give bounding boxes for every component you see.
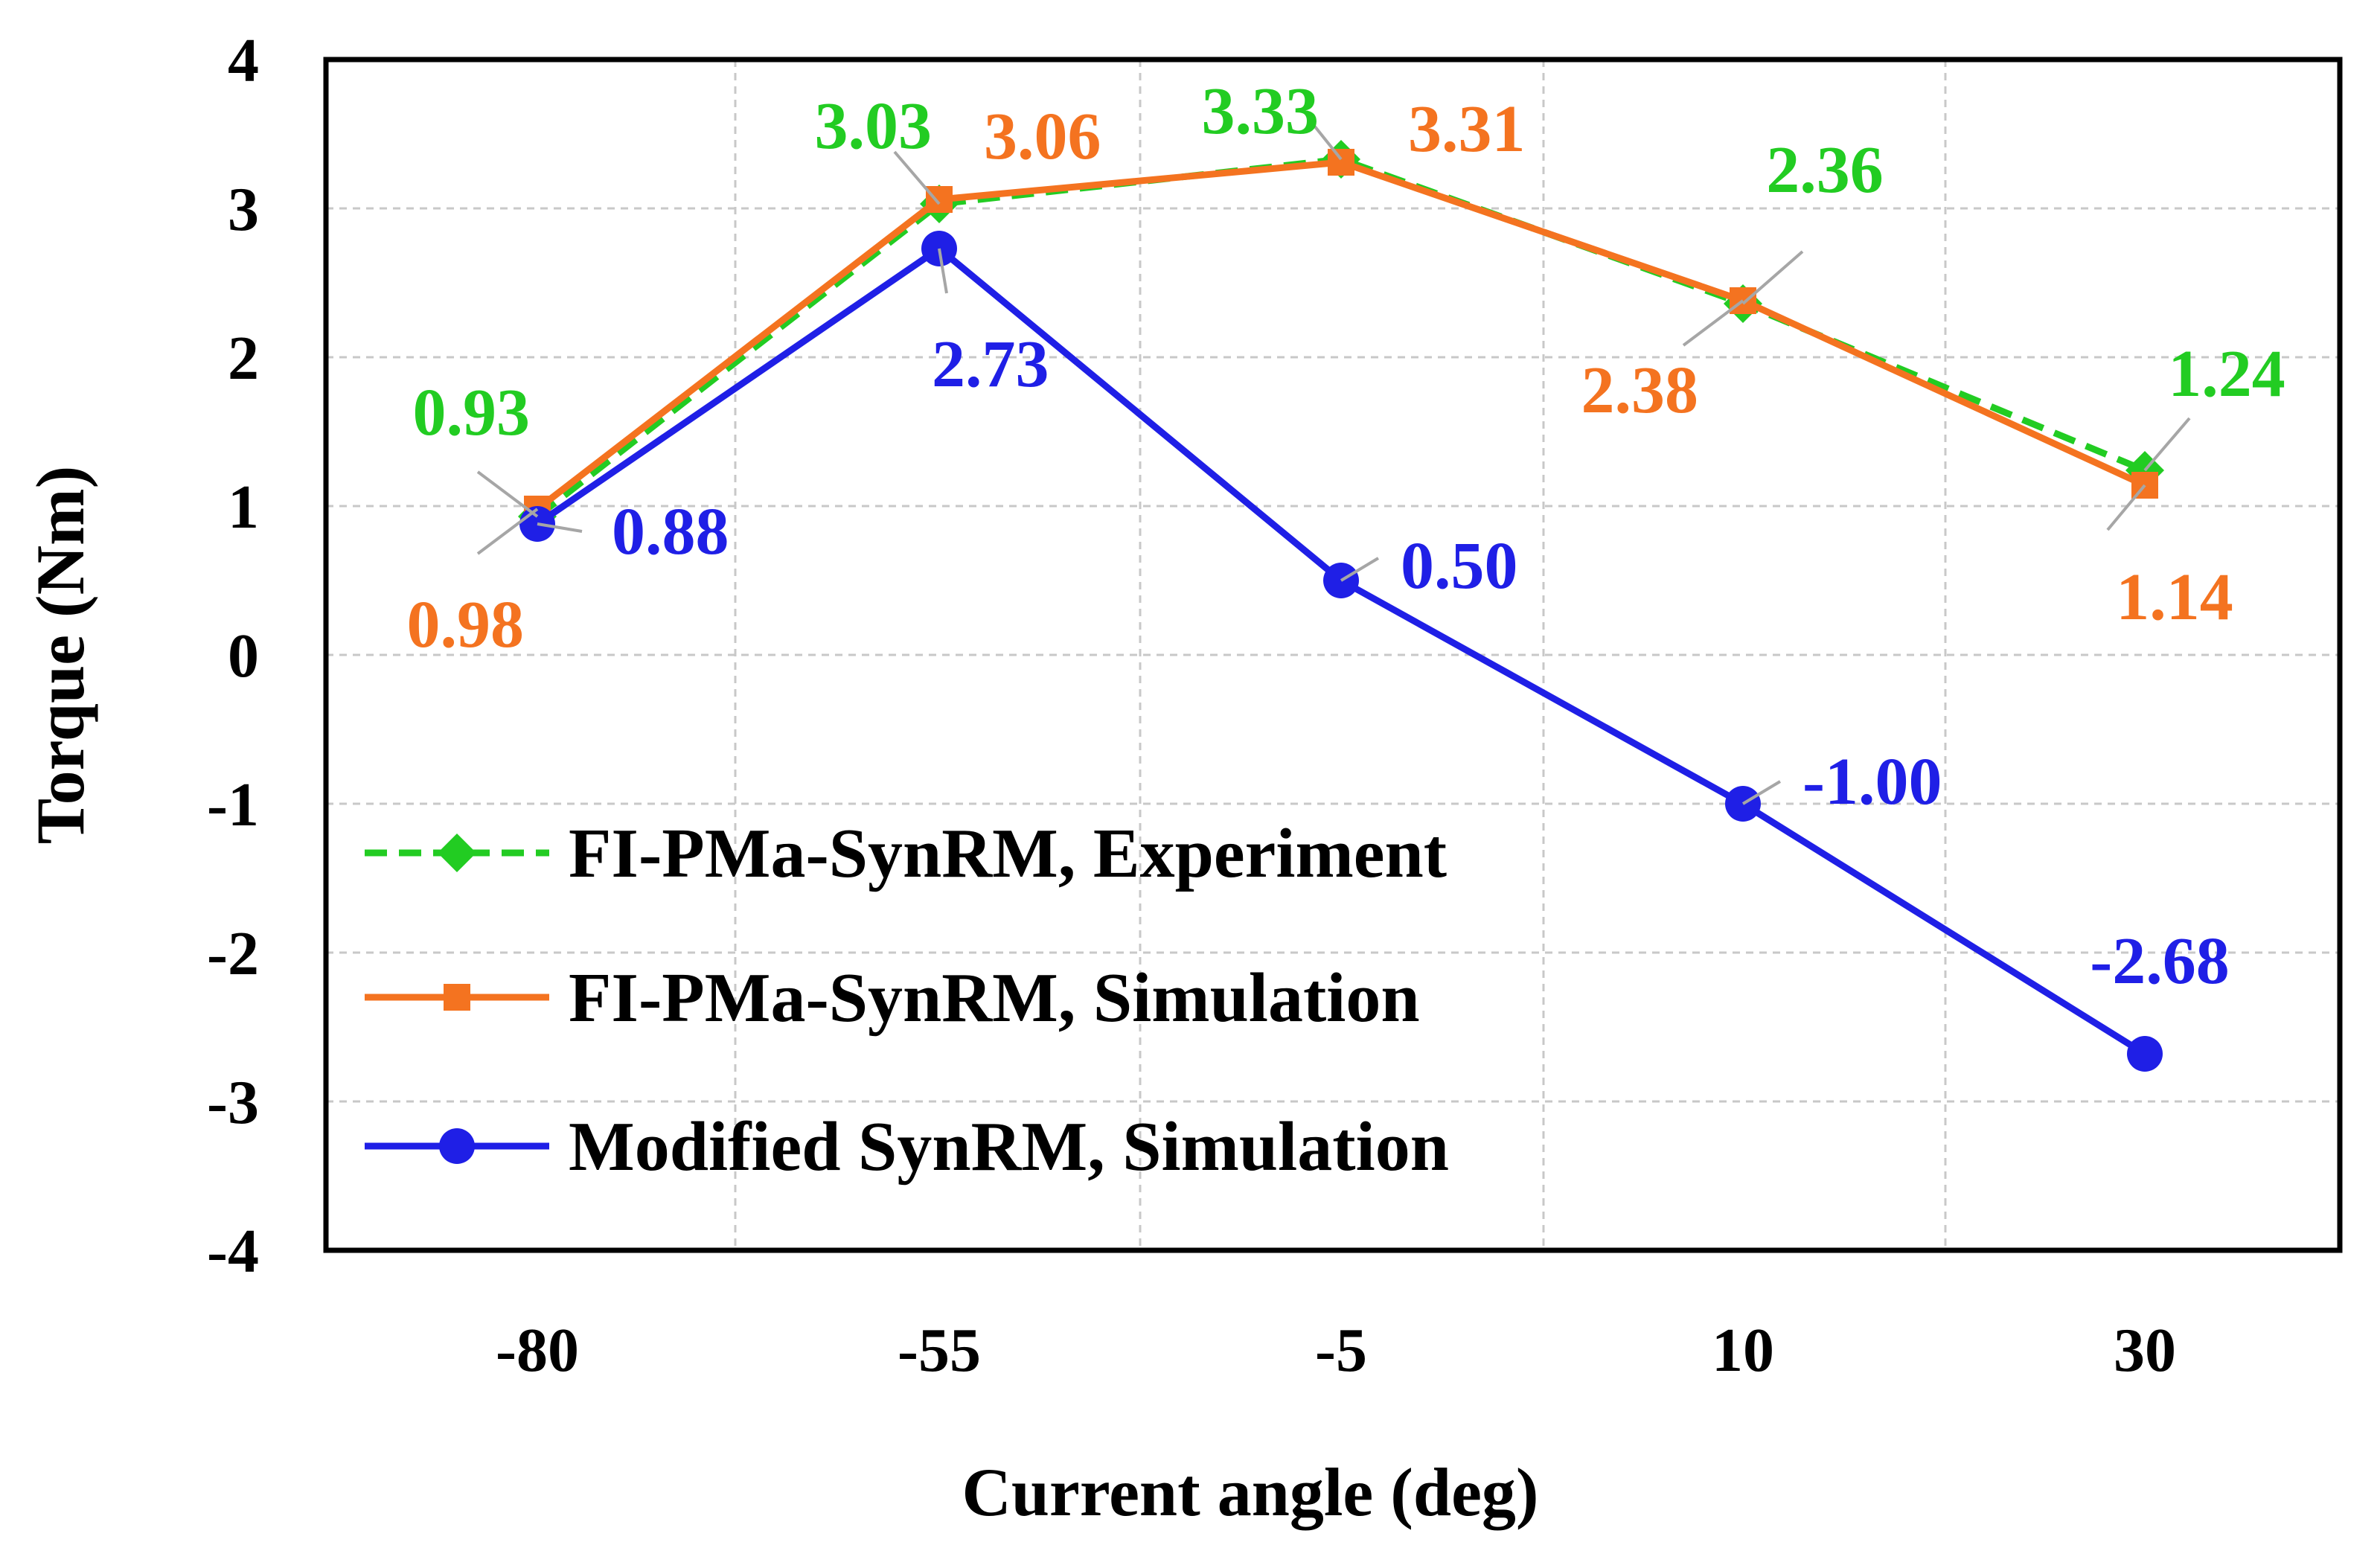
label-leader-line <box>476 508 539 555</box>
y-tick-label: 4 <box>228 26 259 95</box>
data-label-leaders <box>476 121 2191 805</box>
data-label: 2.73 <box>932 327 1049 401</box>
label-leader-line <box>1310 121 1343 161</box>
legend-label: FI-PMa-SynRM, Experiment <box>569 815 1447 892</box>
x-tick-label: -55 <box>898 1316 981 1385</box>
legend-entry: FI-PMa-SynRM, Experiment <box>365 815 1447 892</box>
data-point-marker <box>1328 149 1354 176</box>
data-label: 0.98 <box>407 588 525 662</box>
x-axis-tick-labels: -80 -55 -5 10 30 <box>496 1316 2176 1385</box>
data-label: 0.93 <box>413 376 531 450</box>
legend-label: Modified SynRM, Simulation <box>569 1108 1449 1186</box>
data-label: 0.88 <box>612 495 729 569</box>
legend-marker <box>438 834 476 872</box>
data-label: 2.36 <box>1766 133 1884 207</box>
legend: FI-PMa-SynRM, Experiment FI-PMa-SynRM, Si… <box>365 815 1449 1186</box>
data-label: 3.03 <box>815 89 933 163</box>
label-leader-line <box>1340 557 1380 582</box>
x-tick-label: -5 <box>1315 1316 1367 1385</box>
legend-entry: Modified SynRM, Simulation <box>365 1108 1449 1186</box>
label-leader-line <box>1741 780 1782 805</box>
data-label: -2.68 <box>2090 924 2229 998</box>
data-label: 1.24 <box>2168 337 2285 411</box>
grid-lines <box>326 60 2340 1250</box>
label-leader-line <box>1682 299 1744 347</box>
data-label: -1.00 <box>1802 745 1942 819</box>
data-label: 1.14 <box>2116 560 2233 634</box>
label-leader-line <box>1741 250 1804 305</box>
x-tick-label: 30 <box>2114 1316 2176 1385</box>
y-tick-label: 3 <box>228 175 259 244</box>
data-label: 3.06 <box>984 100 1101 173</box>
data-label: 3.33 <box>1202 74 1319 148</box>
label-leader-line <box>938 248 948 294</box>
data-point-marker <box>2127 1036 2163 1072</box>
label-leader-line <box>2106 484 2146 531</box>
data-label: 2.38 <box>1581 354 1699 427</box>
label-leader-line <box>893 150 941 205</box>
y-tick-label: -3 <box>207 1068 259 1137</box>
y-axis-title: Torque (Nm) <box>22 466 98 845</box>
data-labels: 0.93 3.03 3.33 2.36 1.24 0.98 3.06 3.31 2.38 1.14… <box>407 74 2285 998</box>
legend-marker <box>439 1128 475 1164</box>
x-tick-label: -80 <box>496 1316 579 1385</box>
y-axis-tick-labels: 4 3 2 1 0 -1 -2 -3 -4 <box>207 26 259 1286</box>
label-leader-line <box>476 470 539 518</box>
legend-label: FI-PMa-SynRM, Simulation <box>569 959 1420 1037</box>
x-axis-title: Current angle (deg) <box>962 1454 1538 1530</box>
data-label: 3.31 <box>1408 92 1526 166</box>
plot-area-frame <box>323 57 2343 1253</box>
y-tick-label: -2 <box>207 919 259 988</box>
y-tick-label: 0 <box>228 621 259 691</box>
y-tick-label: -1 <box>207 770 259 839</box>
legend-entry: FI-PMa-SynRM, Simulation <box>365 959 1420 1037</box>
label-leader-line <box>537 522 583 533</box>
label-leader-line <box>2143 417 2191 472</box>
y-tick-label: 2 <box>228 324 259 393</box>
x-tick-label: 10 <box>1712 1316 1774 1385</box>
legend-marker <box>444 984 470 1011</box>
y-tick-label: 1 <box>228 473 259 542</box>
data-point-marker <box>926 186 953 213</box>
data-label: 0.50 <box>1401 529 1518 603</box>
y-tick-label: -4 <box>207 1217 259 1286</box>
